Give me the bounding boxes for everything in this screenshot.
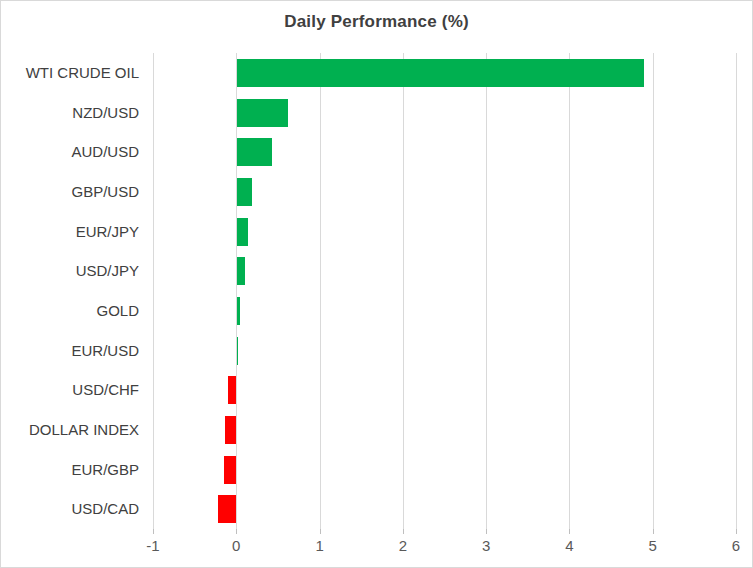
gridline-x-6 bbox=[736, 53, 737, 529]
chart-title: Daily Performance (%) bbox=[1, 12, 752, 32]
category-label-wti-crude-oil: WTI CRUDE OIL bbox=[1, 64, 139, 81]
x-tick-label-5: 5 bbox=[633, 537, 673, 554]
gridline-x-5 bbox=[653, 53, 654, 529]
bar-gbp-usd bbox=[236, 178, 252, 206]
bar-aud-usd bbox=[236, 138, 272, 166]
zero-axis-line bbox=[236, 53, 237, 529]
category-label-gold: GOLD bbox=[1, 302, 139, 319]
bar-eur-jpy bbox=[236, 218, 248, 246]
bar-usd-cad bbox=[218, 495, 236, 523]
category-label-aud-usd: AUD/USD bbox=[1, 143, 139, 160]
category-label-dollar-index: DOLLAR INDEX bbox=[1, 421, 139, 438]
tick-mark-x-6 bbox=[736, 529, 737, 534]
gridline-x--1 bbox=[153, 53, 154, 529]
tick-mark-x-2 bbox=[403, 529, 404, 534]
gridline-x-1 bbox=[320, 53, 321, 529]
category-label-nzd-usd: NZD/USD bbox=[1, 104, 139, 121]
tick-mark-x--1 bbox=[153, 529, 154, 534]
category-label-eur-jpy: EUR/JPY bbox=[1, 223, 139, 240]
tick-mark-x-3 bbox=[486, 529, 487, 534]
gridline-x-2 bbox=[403, 53, 404, 529]
x-tick-label--1: -1 bbox=[133, 537, 173, 554]
tick-mark-x-4 bbox=[569, 529, 570, 534]
x-tick-label-0: 0 bbox=[216, 537, 256, 554]
bar-usd-jpy bbox=[236, 257, 244, 285]
category-label-eur-gbp: EUR/GBP bbox=[1, 461, 139, 478]
x-tick-label-6: 6 bbox=[716, 537, 753, 554]
bar-usd-chf bbox=[228, 376, 236, 404]
bar-nzd-usd bbox=[236, 99, 288, 127]
bar-eur-gbp bbox=[224, 456, 236, 484]
gridline-x-4 bbox=[569, 53, 570, 529]
x-tick-label-2: 2 bbox=[383, 537, 423, 554]
category-label-gbp-usd: GBP/USD bbox=[1, 183, 139, 200]
tick-mark-x-5 bbox=[653, 529, 654, 534]
category-label-usd-chf: USD/CHF bbox=[1, 381, 139, 398]
tick-mark-x-1 bbox=[320, 529, 321, 534]
tick-mark-x-0 bbox=[236, 529, 237, 534]
x-tick-label-4: 4 bbox=[549, 537, 589, 554]
plot-area bbox=[153, 53, 736, 529]
gridline-x-3 bbox=[486, 53, 487, 529]
x-tick-label-3: 3 bbox=[466, 537, 506, 554]
bar-wti-crude-oil bbox=[236, 59, 644, 87]
category-label-usd-jpy: USD/JPY bbox=[1, 262, 139, 279]
bar-dollar-index bbox=[225, 416, 236, 444]
category-label-usd-cad: USD/CAD bbox=[1, 500, 139, 517]
x-tick-label-1: 1 bbox=[300, 537, 340, 554]
daily-performance-chart: Daily Performance (%) -1 0 1 2 3 4 5 6 WTI CRUD… bbox=[0, 0, 753, 568]
category-label-eur-usd: EUR/USD bbox=[1, 342, 139, 359]
